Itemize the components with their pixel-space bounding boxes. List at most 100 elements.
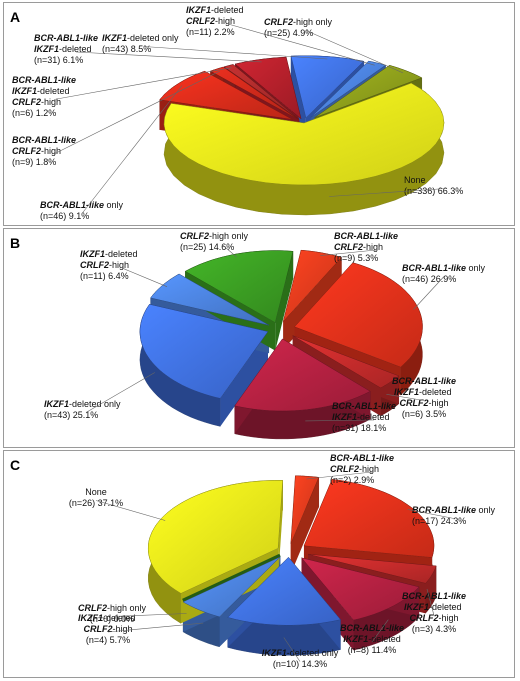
slice-label: BCR-ABL1-like CRLF2-high (n=2) 2.9%: [330, 453, 394, 485]
slice-count: (n=25) 14.6%: [180, 242, 234, 252]
slice-label: BCR-ABL1-like IKZF1-deleted (n=31) 6.1%: [34, 33, 98, 65]
slice-label: IKZF1-deleted CRLF2-high (n=4) 5.7%: [78, 613, 138, 645]
pie-slice-crlf2-high-only: [182, 553, 281, 602]
slice-count: (n=2) 2.9%: [330, 475, 374, 485]
slice-count: (n=46) 26.9%: [402, 274, 456, 284]
leader-line: [413, 276, 445, 310]
pie-chart-b: BCR-ABL1-like CRLF2-high (n=9) 5.3%BCR-ABL…: [44, 231, 486, 440]
slice-label: BCR-ABL1-like IKZF1-deleted (n=31) 18.1%: [332, 401, 396, 433]
leader-line: [227, 23, 375, 66]
slice-count: (n=3) 4.3%: [412, 624, 456, 634]
pie-slice-bcr-abl1-like-only: [303, 479, 435, 558]
slice-count: (n=6) 3.5%: [402, 409, 446, 419]
pie-slice-radial-wall: [290, 477, 319, 574]
leader-line: [221, 244, 237, 258]
pie-slice-bcr-abl1-like-only: [294, 262, 423, 368]
pie-chart-c: BCR-ABL1-like CRLF2-high (n=2) 2.9% BCR-ABL…: [69, 453, 496, 669]
pie-slice-bcr-abl1-like-only: [159, 70, 293, 120]
slice-label: CRLF2-high only (n=0) 0.0%: [78, 603, 147, 624]
slice-label: BCR-ABL1-like IKZF1-deleted CRLF2-high (n=…: [12, 75, 76, 118]
slice-label: CRLF2-high only (n=25) 4.9%: [264, 17, 333, 38]
slice-label: BCR-ABL1-like IKZF1-deleted CRLF2-high (n=…: [402, 591, 466, 634]
leader-line: [95, 500, 166, 521]
panel-label-a: A: [10, 9, 21, 25]
pie-slice-bcr-abl1-like-ikzf1-deleted-crlf2-high: [308, 553, 437, 584]
slice-label: CRLF2-high only (n=25) 14.6%: [180, 231, 249, 252]
slice-count: (n=26) 37.1%: [69, 498, 123, 508]
slice-label: IKZF1-deleted only (n=10) 14.3%: [262, 648, 339, 669]
pie-panel-c: C BCR-ABL1-like CRLF2-high (n=2) 2.9% BCR-A…: [3, 450, 515, 678]
slice-count: (n=25) 4.9%: [264, 28, 313, 38]
pie-slice-bcr-abl1-like-ikzf1-deleted: [234, 56, 302, 120]
slice-count: (n=336) 66.3%: [404, 186, 463, 196]
leader-line: [283, 637, 301, 662]
slice-count: (n=6) 1.2%: [12, 108, 56, 118]
pie-slice-ikzf1-deleted-only: [139, 304, 269, 399]
slice-count: (n=31) 6.1%: [34, 55, 83, 65]
slice-label: None (n=336) 66.3%: [404, 175, 463, 196]
pie-slice-bcr-abl1-like-crlf2-high: [290, 475, 320, 544]
slice-label: IKZF1-deleted CRLF2-high (n=11) 6.4%: [80, 249, 140, 281]
slice-count: (n=10) 14.3%: [273, 659, 327, 669]
leader-line: [329, 188, 447, 197]
pie-panel-b: B BCR-ABL1-like CRLF2-high (n=9) 5.3% BCR-A…: [3, 228, 515, 448]
slice-count: (n=0) 0.0%: [90, 614, 134, 624]
pie-slice-none: [163, 82, 445, 186]
leader-line: [111, 613, 187, 617]
leader-line: [320, 249, 377, 256]
slice-count: (n=17) 24.3%: [412, 516, 466, 526]
leader-line: [305, 30, 404, 74]
slice-label: IKZF1-deleted only (n=43) 8.5%: [102, 33, 179, 54]
slice-label: BCR-ABL1-like CRLF2-high (n=9) 1.8%: [12, 135, 76, 167]
leader-line: [81, 85, 183, 214]
leader-line: [305, 419, 375, 422]
leader-line: [75, 51, 262, 63]
slice-label: IKZF1-deleted CRLF2-high (n=11) 2.2%: [186, 5, 246, 37]
slice-count: (n=9) 5.3%: [334, 253, 378, 263]
slice-count: (n=31) 18.1%: [332, 423, 386, 433]
panel-label-b: B: [10, 235, 21, 251]
slice-count: (n=4) 5.7%: [86, 635, 130, 645]
pie-slice-bcr-abl1-like-ikzf1-deleted: [300, 557, 420, 621]
leader-line: [143, 46, 328, 60]
slice-label: None (n=26) 37.1%: [69, 487, 123, 508]
leader-line: [407, 509, 455, 519]
leader-line: [306, 471, 373, 480]
slice-label: BCR-ABL1-like CRLF2-high (n=9) 5.3%: [334, 231, 398, 263]
pie-slice-radial-wall: [275, 251, 294, 351]
pie-slice-bcr-abl1-like-crlf2-high: [209, 66, 299, 120]
slice-label: BCR-ABL1-like only (n=46) 9.1%: [40, 200, 124, 221]
slice-label: BCR-ABL1-like IKZF1-deleted CRLF2-high (n=…: [392, 376, 456, 419]
slice-count: (n=11) 2.2%: [186, 27, 235, 37]
pie-slice-bcr-abl1-like-crlf2-high: [282, 249, 342, 322]
panel-label-c: C: [10, 457, 21, 473]
pie-slice-crlf2-high-only: [314, 65, 423, 118]
pie-slice-bcr-abl1-like-ikzf1-deleted-crlf2-high: [223, 64, 300, 120]
leader-line: [53, 70, 221, 155]
pie-slice-crlf2-high-only: [184, 250, 294, 323]
pie-slice-ikzf1-deleted-crlf2-high: [182, 556, 281, 618]
slice-count: (n=9) 1.8%: [12, 157, 56, 167]
pie-slice-ikzf1-deleted-only: [227, 556, 341, 626]
slice-count: (n=8) 11.4%: [348, 645, 397, 655]
pie-slice-bcr-abl1-like-ikzf1-deleted-crlf2-high: [292, 335, 400, 389]
leader-line: [426, 588, 435, 616]
pie-slice-bcr-abl1-like-ikzf1-deleted: [234, 338, 371, 412]
leader-line: [386, 394, 425, 401]
slice-count: (n=43) 8.5%: [102, 44, 151, 54]
slice-label: BCR-ABL1-like only (n=46) 26.9%: [402, 263, 486, 284]
leader-line: [121, 267, 168, 287]
leader-line: [107, 622, 204, 633]
leader-line: [371, 619, 389, 643]
pie-panel-a: A None (n=336) 66.3% BCR-ABL1-like only (n=…: [3, 2, 515, 226]
slice-count: (n=11) 6.4%: [80, 271, 129, 281]
leader-line: [85, 372, 155, 413]
slice-label: BCR-ABL1-like IKZF1-deleted (n=8) 11.4%: [340, 623, 404, 655]
slice-count: (n=43) 25.1%: [44, 410, 98, 420]
slice-label: BCR-ABL1-like only (n=17) 24.3%: [412, 505, 496, 526]
slice-count: (n=46) 9.1%: [40, 211, 89, 221]
leader-line: [53, 67, 232, 100]
pie-chart-a: None (n=336) 66.3% BCR-ABL1-like only (n=46…: [12, 5, 463, 221]
pie-slice-radial-wall: [278, 480, 283, 579]
slice-label: IKZF1-deleted only (n=43) 25.1%: [44, 399, 121, 420]
